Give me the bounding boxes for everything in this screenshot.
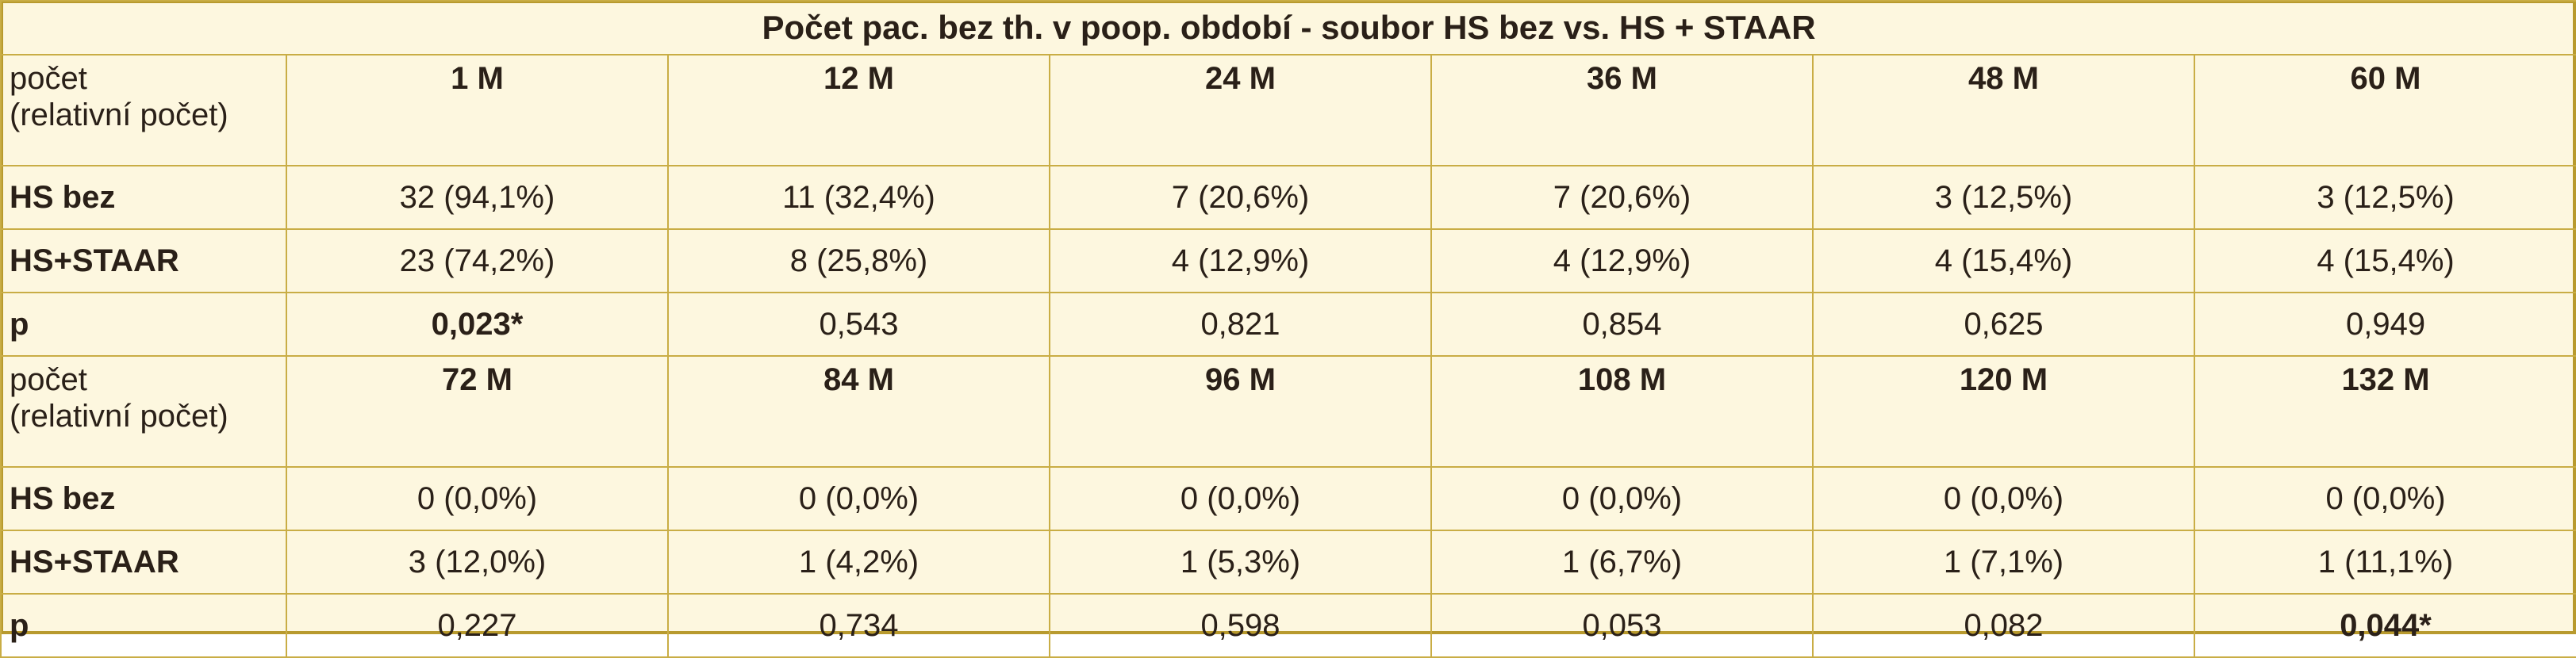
table-row: HS+STAAR 3 (12,0%) 1 (4,2%) 1 (5,3%) 1 (6,7%… bbox=[0, 530, 2576, 595]
value-cell: 0,625 bbox=[1812, 292, 2195, 357]
header-label-cell: počet (relativní počet) bbox=[0, 355, 287, 468]
value-cell: 3 (12,0%) bbox=[286, 530, 669, 595]
month-header-cell: 120 M bbox=[1812, 355, 2195, 468]
table-row: HS+STAAR 23 (74,2%) 8 (25,8%) 4 (12,9%) 4 (1… bbox=[0, 228, 2576, 293]
header-row: počet (relativní počet) 1 M 12 M 24 M 36 M 48 … bbox=[0, 54, 2576, 166]
value-cell: 7 (20,6%) bbox=[1430, 165, 1814, 230]
value-cell: 0 (0,0%) bbox=[1812, 466, 2195, 531]
header-label-line2: (relativní počet) bbox=[10, 98, 228, 132]
value-cell: 1 (7,1%) bbox=[1812, 530, 2195, 595]
table-title: Počet pac. bez th. v poop. období - soub… bbox=[0, 0, 2576, 55]
month-header-cell: 60 M bbox=[2193, 54, 2576, 166]
table-row: p 0,023* 0,543 0,821 0,854 0,625 0,949 bbox=[0, 292, 2576, 357]
value-cell: 1 (11,1%) bbox=[2193, 530, 2576, 595]
row-label-cell: p bbox=[0, 593, 287, 658]
header-label-line1: počet bbox=[10, 61, 87, 96]
value-cell: 8 (25,8%) bbox=[667, 228, 1050, 293]
value-cell: 32 (94,1%) bbox=[286, 165, 669, 230]
header-label-cell: počet (relativní počet) bbox=[0, 54, 287, 166]
row-label-cell: HS bez bbox=[0, 165, 287, 230]
month-header-cell: 1 M bbox=[286, 54, 669, 166]
value-cell: 4 (15,4%) bbox=[1812, 228, 2195, 293]
value-cell: 4 (15,4%) bbox=[2193, 228, 2576, 293]
value-cell: 4 (12,9%) bbox=[1430, 228, 1814, 293]
title-row: Počet pac. bez th. v poop. období - soub… bbox=[0, 0, 2576, 55]
value-cell: 0,227 bbox=[286, 593, 669, 658]
value-cell: 0,053 bbox=[1430, 593, 1814, 658]
month-header-cell: 36 M bbox=[1430, 54, 1814, 166]
value-cell: 1 (6,7%) bbox=[1430, 530, 1814, 595]
row-label-cell: HS bez bbox=[0, 466, 287, 531]
month-header-cell: 108 M bbox=[1430, 355, 1814, 468]
value-cell: 0,082 bbox=[1812, 593, 2195, 658]
value-cell: 0,854 bbox=[1430, 292, 1814, 357]
value-cell: 3 (12,5%) bbox=[2193, 165, 2576, 230]
value-cell: 1 (5,3%) bbox=[1049, 530, 1432, 595]
value-cell: 4 (12,9%) bbox=[1049, 228, 1432, 293]
value-cell: 0,734 bbox=[667, 593, 1050, 658]
table-row: HS bez 32 (94,1%) 11 (32,4%) 7 (20,6%) 7 (20… bbox=[0, 165, 2576, 230]
row-label-cell: p bbox=[0, 292, 287, 357]
month-header-cell: 132 M bbox=[2193, 355, 2576, 468]
month-header-cell: 96 M bbox=[1049, 355, 1432, 468]
value-cell: 0 (0,0%) bbox=[1049, 466, 1432, 531]
value-cell: 0 (0,0%) bbox=[286, 466, 669, 531]
value-cell: 0 (0,0%) bbox=[2193, 466, 2576, 531]
value-cell: 1 (4,2%) bbox=[667, 530, 1050, 595]
month-header-cell: 84 M bbox=[667, 355, 1050, 468]
value-cell: 23 (74,2%) bbox=[286, 228, 669, 293]
header-label-line2: (relativní počet) bbox=[10, 399, 228, 434]
value-cell: 0 (0,0%) bbox=[1430, 466, 1814, 531]
value-cell: 0,598 bbox=[1049, 593, 1432, 658]
month-header-cell: 12 M bbox=[667, 54, 1050, 166]
table-row: HS bez 0 (0,0%) 0 (0,0%) 0 (0,0%) 0 (0,0%) 0 … bbox=[0, 466, 2576, 531]
value-cell: 11 (32,4%) bbox=[667, 165, 1050, 230]
value-cell: 0,023* bbox=[286, 292, 669, 357]
value-cell: 7 (20,6%) bbox=[1049, 165, 1432, 230]
month-header-cell: 24 M bbox=[1049, 54, 1432, 166]
value-cell: 0,949 bbox=[2193, 292, 2576, 357]
header-label-line1: počet bbox=[10, 362, 87, 397]
value-cell: 0 (0,0%) bbox=[667, 466, 1050, 531]
row-label-cell: HS+STAAR bbox=[0, 530, 287, 595]
value-cell: 3 (12,5%) bbox=[1812, 165, 2195, 230]
row-label-cell: HS+STAAR bbox=[0, 228, 287, 293]
value-cell: 0,821 bbox=[1049, 292, 1432, 357]
month-header-cell: 48 M bbox=[1812, 54, 2195, 166]
value-cell: 0,543 bbox=[667, 292, 1050, 357]
value-cell: 0,044* bbox=[2193, 593, 2576, 658]
table-row: p 0,227 0,734 0,598 0,053 0,082 0,044* bbox=[0, 593, 2576, 658]
month-header-cell: 72 M bbox=[286, 355, 669, 468]
